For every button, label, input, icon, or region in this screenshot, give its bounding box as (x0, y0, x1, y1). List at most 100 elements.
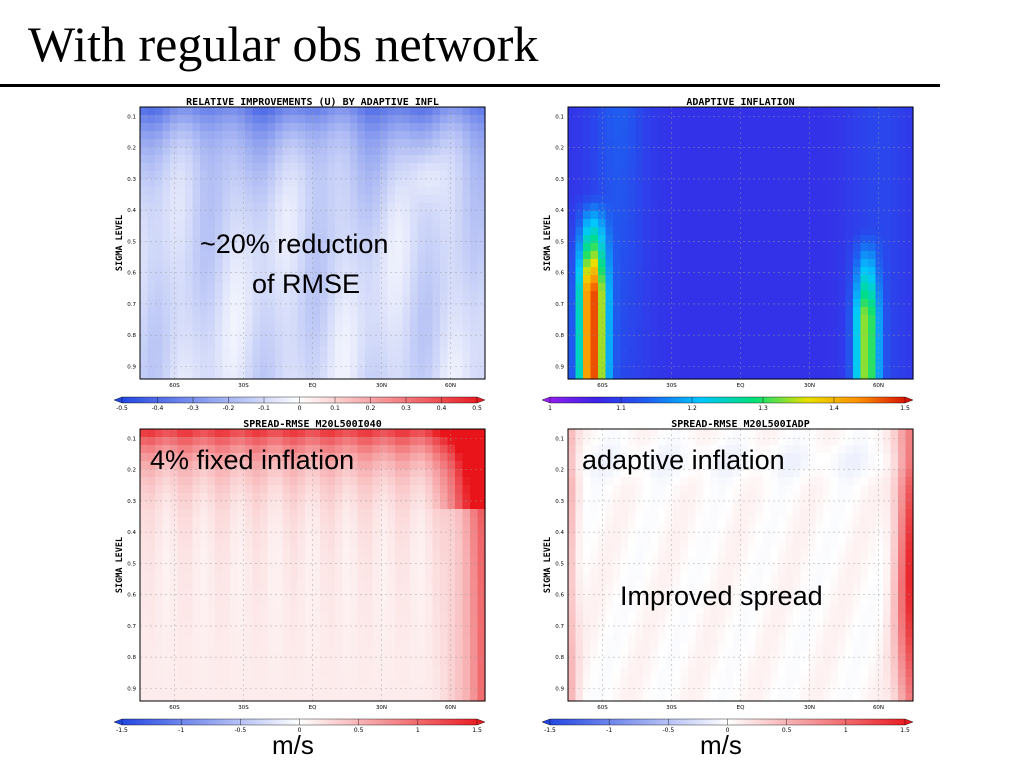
heatmap-cell (417, 605, 426, 614)
heatmap-cell (177, 509, 186, 518)
heatmap-cell (755, 187, 764, 196)
heatmap-cell (342, 637, 351, 646)
heatmap-cell (890, 171, 899, 180)
heatmap-cell (643, 363, 652, 372)
heatmap-cell (838, 363, 847, 372)
heatmap-cell (320, 155, 329, 164)
heatmap-cell (725, 355, 734, 364)
heatmap-cell (372, 557, 381, 566)
heatmap-cell (320, 581, 329, 590)
heatmap-cell (440, 283, 449, 292)
heatmap-cell (830, 107, 839, 116)
heatmap-cell (297, 179, 306, 188)
heatmap-cell (440, 485, 449, 494)
heatmap-cell (440, 685, 449, 694)
heatmap-cell (342, 267, 351, 276)
heatmap-cell (868, 147, 877, 156)
heatmap-cell (417, 187, 426, 196)
heatmap-cell (402, 581, 411, 590)
heatmap-cell (725, 235, 734, 244)
heatmap-cell (658, 445, 667, 454)
heatmap-cell (613, 429, 622, 438)
heatmap-cell (230, 139, 239, 148)
heatmap-cell (440, 645, 449, 654)
heatmap-cell (147, 171, 156, 180)
heatmap-cell (297, 461, 306, 470)
heatmap-cell (748, 123, 757, 132)
heatmap-cell (875, 131, 884, 140)
heatmap-cell (402, 573, 411, 582)
heatmap-cell (200, 477, 209, 486)
heatmap-cell (748, 267, 757, 276)
heatmap-cell (583, 347, 592, 356)
heatmap-cell (380, 629, 389, 638)
heatmap-cell (898, 203, 907, 212)
heatmap-cell (620, 219, 629, 228)
heatmap-cell (200, 445, 209, 454)
heatmap-cell (252, 661, 261, 670)
heatmap-cell (680, 275, 689, 284)
heatmap-cell (568, 453, 577, 462)
heatmap-cell (357, 347, 366, 356)
heatmap-cell (200, 259, 209, 268)
heatmap-cell (410, 685, 419, 694)
heatmap-cell (215, 147, 224, 156)
heatmap-cell (177, 469, 186, 478)
heatmap-cell (402, 437, 411, 446)
heatmap-cell (583, 155, 592, 164)
heatmap-cell (462, 275, 471, 284)
heatmap-cell (342, 251, 351, 260)
heatmap-cell (785, 267, 794, 276)
heatmap-cell (222, 235, 231, 244)
heatmap-cell (350, 115, 359, 124)
heatmap-cell (312, 147, 321, 156)
heatmap-cell (365, 645, 374, 654)
heatmap-cell (643, 187, 652, 196)
heatmap-cell (845, 283, 854, 292)
heatmap-cell (440, 629, 449, 638)
heatmap-cell (357, 429, 366, 438)
heatmap-cell (695, 453, 704, 462)
heatmap-cell (770, 275, 779, 284)
heatmap-cell (860, 227, 869, 236)
heatmap-cell (823, 275, 832, 284)
heatmap-cell (267, 283, 276, 292)
heatmap-cell (237, 307, 246, 316)
heatmap-cell (845, 259, 854, 268)
heatmap-cell (455, 171, 464, 180)
heatmap-cell (335, 291, 344, 300)
heatmap-cell (658, 323, 667, 332)
heatmap-cell (372, 541, 381, 550)
heatmap-cell (147, 613, 156, 622)
heatmap-cell (207, 453, 216, 462)
heatmap-cell (860, 339, 869, 348)
heatmap-cell (763, 291, 772, 300)
heatmap-cell (417, 597, 426, 606)
heatmap-cell (470, 267, 479, 276)
heatmap-cell (327, 557, 336, 566)
heatmap-cell (410, 203, 419, 212)
heatmap-cell (417, 565, 426, 574)
heatmap-cell (785, 339, 794, 348)
heatmap-cell (290, 179, 299, 188)
y-axis-label: SIGMA LEVEL (115, 537, 125, 593)
heatmap-cell (260, 115, 269, 124)
heatmap-cell (312, 637, 321, 646)
heatmap-cell (357, 323, 366, 332)
heatmap-cell (350, 589, 359, 598)
heatmap-cell (770, 227, 779, 236)
heatmap-cell (613, 307, 622, 316)
heatmap-cell (380, 653, 389, 662)
heatmap-cell (200, 669, 209, 678)
heatmap-cell (282, 107, 291, 116)
heatmap-cell (710, 211, 719, 220)
heatmap-cell (147, 541, 156, 550)
heatmap-cell (275, 461, 284, 470)
heatmap-cell (155, 549, 164, 558)
heatmap-cell (395, 493, 404, 502)
heatmap-cell (778, 203, 787, 212)
heatmap-cell (162, 533, 171, 542)
heatmap-cell (230, 429, 239, 438)
heatmap-cell (222, 307, 231, 316)
heatmap-cell (312, 661, 321, 670)
